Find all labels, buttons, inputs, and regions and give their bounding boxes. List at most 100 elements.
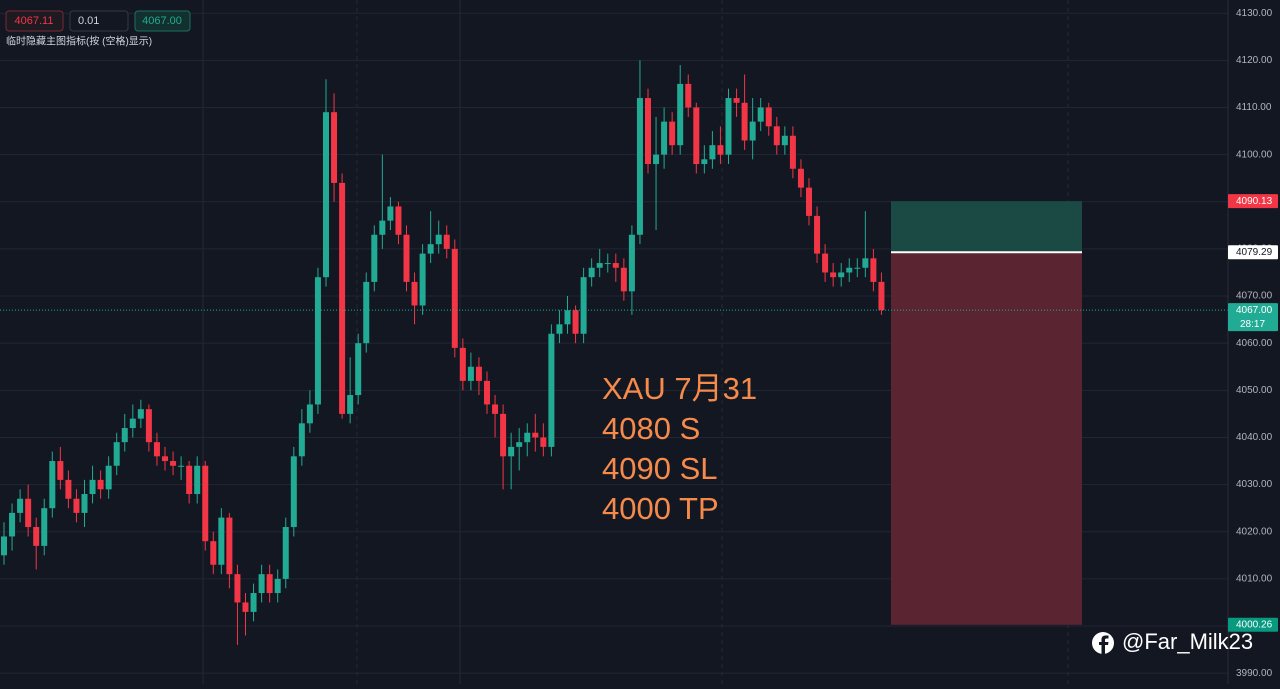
candle-body — [210, 541, 217, 565]
candle-body — [73, 498, 80, 513]
candle-body — [137, 409, 144, 419]
annotation: XAU 7月31 — [602, 371, 757, 406]
candle-body — [540, 437, 547, 447]
candle-body — [797, 168, 804, 188]
candle-body — [862, 258, 869, 268]
y-tick-label: 4030.00 — [1236, 479, 1273, 490]
candle-body — [290, 456, 297, 528]
candle-body — [596, 263, 603, 268]
sell-button[interactable] — [5, 10, 64, 32]
candle-body — [459, 347, 466, 381]
candle-body — [162, 456, 168, 462]
profit-zone — [891, 201, 1082, 253]
sell-price[interactable]: 4067.11 — [15, 15, 54, 27]
entry-label: 4079.29 — [1236, 247, 1273, 258]
candle-body — [57, 461, 64, 480]
candle-body — [870, 258, 877, 282]
candle-body — [781, 135, 788, 146]
candle-body — [548, 333, 555, 447]
y-tick-label: 3990.00 — [1236, 668, 1273, 679]
candle-body — [588, 267, 595, 278]
watermark-text: @Far_Milk23 — [1122, 629, 1253, 654]
candle-body — [194, 465, 201, 495]
y-tick-label: 4020.00 — [1236, 526, 1273, 537]
candle-body — [604, 263, 611, 265]
position-tool — [891, 201, 1082, 625]
price-axis: 3990.004000.004010.004020.004030.004040.… — [1228, 8, 1278, 679]
candle-body — [516, 442, 523, 447]
candle-body — [484, 380, 490, 405]
candle-body — [419, 253, 426, 306]
last-price-bg — [1228, 303, 1278, 332]
candle-body — [266, 574, 273, 594]
candle-body — [202, 465, 209, 542]
last-price-label: 4067.00 — [1236, 305, 1273, 316]
watermark: @Far_Milk23 — [1092, 629, 1253, 655]
candle-body — [242, 602, 249, 612]
candle-body — [556, 324, 563, 334]
candle-body — [395, 206, 402, 235]
candle-body — [524, 432, 531, 443]
candle-body — [339, 182, 346, 414]
candle-body — [49, 461, 56, 509]
candle-body — [105, 465, 112, 490]
candle-body — [371, 234, 378, 282]
y-tick-label: 4120.00 — [1236, 55, 1273, 66]
y-tick-label: 4100.00 — [1236, 149, 1273, 160]
candle-body — [218, 517, 225, 565]
candle-body — [645, 98, 651, 165]
candle-body — [170, 461, 177, 466]
candle-body — [113, 442, 120, 466]
candle-body — [532, 432, 539, 438]
candle-body — [628, 234, 635, 292]
entry-label-bg — [1228, 245, 1278, 260]
countdown: 28:17 — [1240, 319, 1265, 330]
annotation: 4080 S — [602, 411, 700, 446]
candle-body — [822, 253, 829, 273]
candle-body — [765, 107, 772, 127]
candle-body — [65, 479, 72, 499]
annotation: 4000 TP — [602, 491, 719, 526]
qty[interactable]: 0.01 — [78, 15, 99, 27]
y-tick-label: 4050.00 — [1236, 385, 1273, 396]
qty-input[interactable] — [69, 10, 129, 32]
y-tick-label: 4060.00 — [1236, 338, 1273, 349]
candle-body — [733, 98, 740, 103]
candle-body — [838, 272, 845, 278]
candle-body — [830, 272, 837, 278]
candle-body — [355, 343, 362, 396]
candle-body — [178, 465, 185, 467]
candle-body — [492, 404, 499, 414]
buy-button[interactable] — [134, 10, 191, 32]
y-tick-label: 4040.00 — [1236, 432, 1273, 443]
candle-body — [97, 479, 104, 490]
annotations: XAU 7月31 4080 S 4090 SL 4000 TP — [602, 371, 757, 526]
candle-body — [298, 423, 305, 457]
candle-body — [636, 98, 643, 235]
buy-price[interactable]: 4067.00 — [142, 15, 182, 27]
candle-body — [846, 267, 853, 273]
candle-body — [508, 446, 515, 457]
candle-body — [443, 234, 450, 249]
candle-body — [427, 244, 434, 254]
candle-body — [121, 428, 128, 443]
hint: 临时隐藏主图指标(按 (空格)显示) — [6, 35, 152, 48]
candle-body — [854, 267, 861, 269]
candle-body — [701, 159, 708, 165]
candle-body — [411, 281, 418, 306]
y-tick-label: 4130.00 — [1236, 8, 1273, 19]
candle-body — [363, 281, 370, 344]
stop-label-bg — [1228, 194, 1278, 209]
candle-body — [741, 102, 748, 141]
candle-body — [580, 277, 587, 334]
candle-body — [717, 145, 724, 155]
candle-body — [814, 215, 821, 254]
candle-body — [129, 418, 136, 429]
candle-body — [282, 527, 289, 579]
candle-body — [475, 366, 482, 381]
candle-body — [669, 121, 676, 146]
toolbar: 4067.11 0.01 4067.00 临时隐藏主图指标(按 (空格)显示) — [5, 10, 191, 48]
candle-body — [9, 512, 16, 537]
candle-body — [1, 536, 7, 556]
candle-body — [878, 281, 885, 311]
